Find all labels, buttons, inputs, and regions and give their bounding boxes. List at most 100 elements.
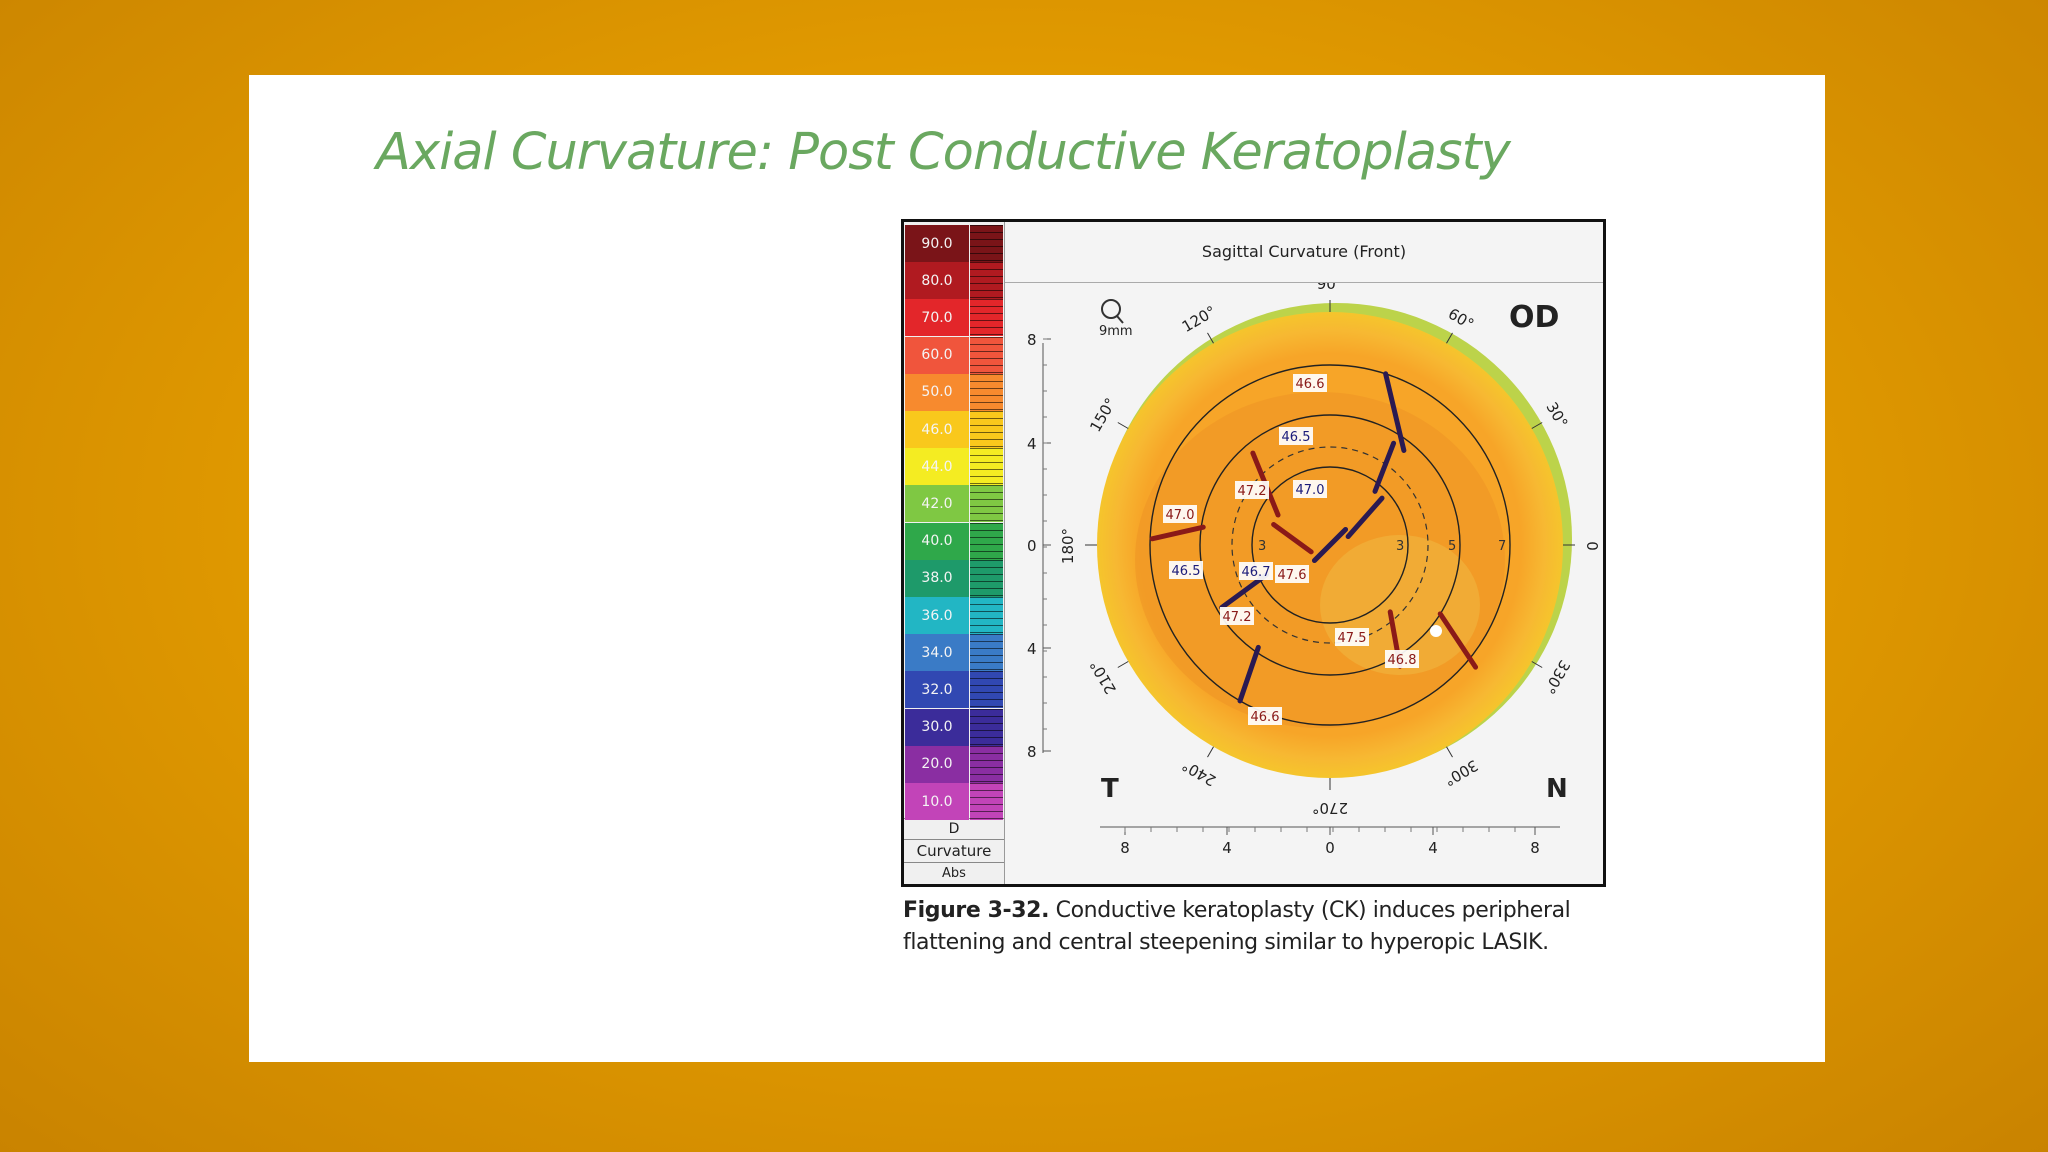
scale-value: 20.0 [905,745,969,783]
ring-tick [1207,746,1214,758]
scale-bar [970,262,1003,300]
map-header: Sagittal Curvature (Front) [1005,222,1603,283]
scale-bar [970,299,1003,337]
curvature-reading: 47.2 [1223,610,1252,625]
ring-tick [1446,746,1453,758]
angle-label: 180° [1059,528,1077,564]
reading-box [1293,480,1327,498]
slide: Axial Curvature: Post Conductive Keratop… [249,75,1825,1062]
curvature-reading: 47.6 [1278,568,1307,583]
eye-label: OD [1509,300,1559,335]
angle-label: 120° [1179,302,1219,336]
zone-number: 7 [1498,539,1506,554]
reading-box [1163,505,1197,523]
scale-quantity: Curvature [904,839,1004,862]
scale-value: 46.0 [905,411,969,448]
figure-caption: Figure 3-32. Conductive keratoplasty (CK… [903,895,1611,959]
treatment-spoke [1372,440,1397,494]
reading-box [1279,427,1313,445]
scale-value: 42.0 [905,485,969,523]
curvature-reading: 47.0 [1296,483,1325,498]
curvature-reading: 46.8 [1388,653,1417,668]
x-tick-label: 4 [1428,839,1438,857]
curvature-reading: 46.6 [1251,710,1280,725]
angle-label: 60° [1445,305,1477,334]
temporal-label: T [1101,774,1119,804]
treatment-spoke [1383,371,1407,453]
angle-label: 330° [1540,657,1574,697]
treatment-spoke [1219,572,1270,610]
scale-bar [970,671,1003,709]
zone-circle-3 [1251,466,1409,624]
curvature-reading: 46.5 [1282,430,1311,445]
scale-value: 80.0 [905,262,969,300]
scale-value: 10.0 [905,783,969,820]
angle-label: 150° [1086,395,1120,435]
scale-value: 44.0 [905,448,969,486]
x-tick-label: 0 [1325,839,1335,857]
scale-value: 36.0 [905,597,969,634]
reading-box [1235,481,1269,499]
x-tick-label: 8 [1530,839,1540,857]
angle-label: 30° [1542,399,1571,431]
reading-box [1239,562,1273,580]
scale-bar [970,708,1003,746]
angle-label: 210° [1086,657,1120,697]
zone-number: 3 [1258,539,1266,554]
scale-bar [970,225,1003,262]
scale-unit: D [904,818,1004,839]
reading-box [1275,565,1309,583]
treatment-spoke [1237,644,1261,704]
aperture-label: 9mm [1099,324,1133,339]
ring-tick [1446,332,1453,344]
scale-bar [970,522,1003,560]
scale-bar [970,559,1003,597]
scale-bar [970,485,1003,523]
magnifier-icon [1101,299,1121,319]
scale-value: 50.0 [905,373,969,411]
scale-value: 70.0 [905,299,969,337]
ring-tick [1531,661,1543,668]
treatment-spoke [1311,526,1349,564]
reading-box [1293,374,1327,392]
angle-label: 240° [1179,756,1219,790]
curvature-reading: 46.7 [1242,565,1271,580]
treatment-spoke [1437,611,1479,670]
reading-box [1335,628,1369,646]
curvature-reading: 47.0 [1166,508,1195,523]
scale-value: 40.0 [905,522,969,560]
x-tick-label: 8 [1120,839,1130,857]
zone-circle-7 [1149,364,1511,726]
ring-tick [1531,422,1543,429]
zone-number: 3 [1396,539,1404,554]
zone-circle-5 [1199,414,1461,676]
scale-value: 30.0 [905,708,969,746]
zone-number: 5 [1448,539,1456,554]
color-scale: D Curvature Abs 90.0 80.0 70.0 60.0 50.0 46.0… [904,222,1005,884]
treatment-spoke [1271,521,1314,555]
x-tick-label: 4 [1222,839,1232,857]
pupil-outline [1231,446,1429,644]
nasal-label: N [1546,774,1568,804]
curvature-reading: 47.5 [1338,631,1367,646]
caption-label: Figure 3-32. [903,898,1050,923]
map-title: Sagittal Curvature (Front) [1201,242,1407,261]
curvature-reading: 47.2 [1238,484,1267,499]
reading-box [1385,650,1419,668]
ring-tick [1117,661,1129,668]
y-tick-label: 4 [1027,640,1037,658]
scale-bar [970,597,1003,634]
ring-tick [1207,332,1214,344]
slide-title: Axial Curvature: Post Conductive Keratop… [376,123,1511,182]
y-tick-label: 4 [1027,435,1037,453]
angle-label: 300° [1441,756,1481,790]
scale-value: 34.0 [905,634,969,672]
topography-figure: D Curvature Abs 90.0 80.0 70.0 60.0 50.0 46.0… [901,219,1606,887]
angle-label: 270° [1312,799,1348,817]
caption-text: Conductive keratoplasty (CK) induces per… [903,898,1571,955]
angle-label: 0 [1583,541,1601,551]
curvature-map: 46.6 46.5 47.0 47.2 47.0 46.5 46.7 47.6 47.2 47.5… [1027,283,1601,857]
scale-value: 32.0 [905,671,969,709]
curvature-reading: 46.6 [1296,377,1325,392]
scale-bar [970,745,1003,783]
